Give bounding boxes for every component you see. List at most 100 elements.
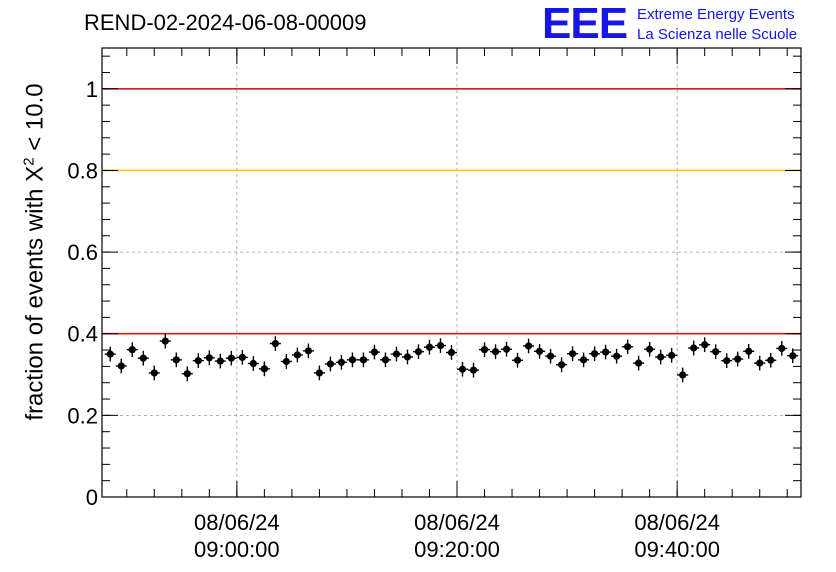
data-point: [104, 346, 116, 362]
y-axis-label-superscript: 2: [20, 157, 38, 166]
data-point: [655, 349, 667, 365]
data-point: [412, 344, 424, 360]
data-point: [677, 367, 689, 383]
data-marker: [701, 341, 709, 349]
data-marker: [745, 347, 753, 355]
x-tick-label-date: 08/06/24: [194, 510, 280, 535]
data-marker: [767, 356, 775, 364]
data-marker: [282, 357, 290, 366]
data-marker: [546, 352, 555, 360]
x-tick-label-time: 09:20:00: [414, 537, 500, 562]
data-point: [214, 353, 226, 369]
data-point: [368, 344, 380, 360]
data-points: [104, 333, 799, 383]
data-point: [754, 355, 766, 371]
data-marker: [128, 346, 136, 354]
axis-ticks: [102, 48, 801, 498]
y-tick-label: 0.8: [67, 158, 98, 183]
data-marker: [668, 351, 676, 359]
data-marker: [789, 352, 797, 360]
data-marker: [271, 339, 279, 348]
data-marker: [205, 354, 213, 362]
data-marker: [348, 356, 357, 364]
data-point: [269, 336, 281, 351]
data-point: [126, 342, 138, 357]
data-point: [457, 361, 469, 377]
data-point: [434, 338, 446, 353]
data-marker: [723, 357, 731, 365]
y-tick-label: 0.6: [67, 240, 98, 265]
data-point: [512, 352, 524, 368]
data-marker: [392, 350, 401, 358]
data-point: [578, 352, 590, 368]
data-point: [699, 337, 711, 353]
y-axis-label-prefix: fraction of events with X: [21, 165, 49, 421]
data-point: [611, 348, 623, 364]
data-point: [280, 354, 292, 369]
data-point: [324, 356, 336, 372]
x-tick-label-date: 08/06/24: [414, 510, 500, 535]
x-tick-label-time: 09:00:00: [194, 537, 280, 562]
data-point: [721, 353, 733, 369]
data-marker: [557, 361, 566, 369]
data-marker: [591, 350, 599, 358]
data-point: [776, 341, 788, 356]
data-point: [556, 357, 568, 373]
data-marker: [513, 356, 522, 364]
data-marker: [150, 369, 158, 377]
data-point: [743, 343, 755, 359]
y-tick-label: 0.4: [67, 322, 98, 347]
data-marker: [238, 353, 246, 362]
data-point: [258, 361, 270, 377]
data-point: [666, 348, 678, 363]
plot-frame: [101, 47, 802, 498]
data-marker: [646, 345, 654, 353]
data-marker: [568, 350, 577, 358]
y-tick-label: 0: [86, 485, 98, 510]
data-marker: [216, 357, 224, 365]
data-point: [137, 350, 149, 366]
data-marker: [194, 357, 202, 365]
data-point: [622, 339, 634, 355]
data-marker: [249, 359, 257, 368]
data-point: [335, 354, 347, 370]
grid-lines: [102, 48, 801, 497]
data-marker: [734, 355, 742, 363]
data-marker: [183, 370, 191, 378]
data-point: [401, 349, 413, 365]
x-tick-label-date: 08/06/24: [634, 510, 720, 535]
data-marker: [535, 347, 544, 355]
data-marker: [480, 346, 489, 354]
data-marker: [370, 348, 379, 356]
data-marker: [679, 371, 687, 379]
data-marker: [337, 358, 346, 366]
data-marker: [139, 354, 147, 362]
data-point: [589, 346, 601, 362]
data-marker: [657, 353, 665, 361]
data-marker: [524, 342, 533, 350]
data-point: [787, 348, 799, 364]
data-point: [644, 341, 656, 357]
data-point: [390, 346, 402, 362]
data-point: [545, 348, 557, 364]
data-marker: [778, 344, 786, 353]
data-marker: [613, 352, 621, 360]
reference-lines: [102, 88, 801, 335]
data-point: [291, 347, 303, 363]
data-marker: [602, 348, 610, 356]
data-point: [302, 343, 314, 359]
data-point: [688, 340, 700, 356]
data-marker: [624, 343, 632, 351]
data-marker: [712, 348, 720, 356]
y-axis-label-suffix: < 10.0: [21, 83, 49, 158]
data-point: [445, 345, 458, 360]
data-point: [600, 344, 612, 360]
data-marker: [491, 348, 500, 356]
data-point: [633, 355, 645, 371]
data-marker: [469, 366, 478, 374]
data-point: [203, 350, 215, 366]
data-point: [236, 350, 248, 365]
data-marker: [227, 354, 235, 362]
data-marker: [579, 356, 588, 364]
